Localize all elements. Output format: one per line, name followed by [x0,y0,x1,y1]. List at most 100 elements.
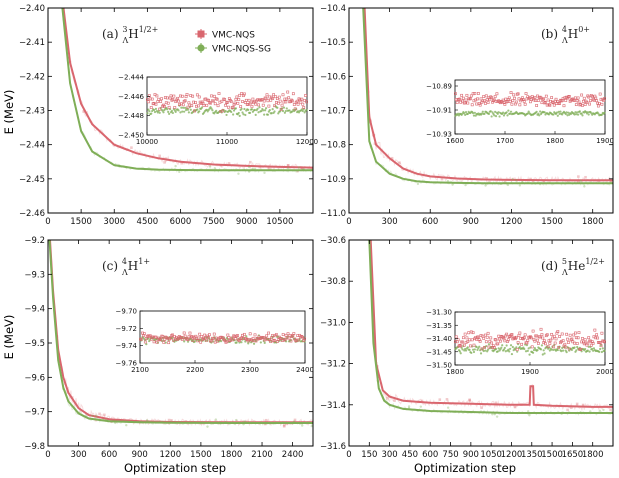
inset-marker-sg [482,349,485,353]
series-marker [114,163,117,166]
inset-marker-sg [505,344,508,347]
series-marker [518,184,522,187]
inset-marker-sg [518,345,521,349]
series-marker [542,179,546,183]
inset-marker-sg [473,348,476,351]
inset-marker-nqs [197,336,201,340]
inset-marker-sg [509,344,513,347]
inset-marker-nqs [281,333,285,336]
inset-marker-nqs [142,332,146,336]
y-tick-label: −2.46 [19,209,45,219]
inset-marker-nqs [256,98,259,102]
inset-frame [146,76,308,136]
series-marker [158,154,161,158]
x-tick-label: 7500 [203,217,225,227]
inset-marker-nqs [499,339,502,343]
inset-marker-nqs [558,335,561,338]
panel-label: (a) 3 ΛH1/2+ [102,25,158,45]
inset-marker-nqs [461,96,465,100]
inset-marker-nqs [493,95,497,98]
inset-marker-nqs [280,103,284,107]
inset-marker-nqs [164,101,168,105]
inset-marker-sg [167,110,170,113]
inset-marker-sg [541,353,544,356]
inset-marker-nqs [599,344,603,348]
inset-marker-sg [148,110,151,113]
inset-marker-sg [264,109,267,112]
inset-marker-nqs [589,343,593,347]
inset-marker-nqs [235,95,239,99]
inset-marker-nqs [563,96,567,100]
series-marker [526,410,530,413]
legend-label: VMC-NQS-SG [212,45,271,55]
inset-marker-nqs [574,96,577,100]
inset-marker-nqs [598,341,602,344]
inset-marker-sg [285,107,288,110]
inset-marker-sg [270,112,273,115]
inset-marker-nqs [461,99,464,103]
inset-marker-nqs [260,98,264,101]
inset-marker-nqs [226,100,229,104]
inset-marker-sg [211,109,214,112]
series-marker [495,415,499,418]
inset-marker-sg [263,341,266,344]
inset-marker-nqs [303,98,307,102]
x-tick-label: 6000 [170,217,192,227]
inset-marker-nqs [236,101,240,105]
series-marker [579,179,582,182]
legend-label: VMC-NQS [212,31,255,41]
series-marker [242,423,245,426]
series-marker [445,398,449,401]
inset-marker-sg [154,107,158,110]
inset-marker-nqs [167,105,171,109]
series-marker [138,421,141,424]
inset-marker-sg [507,109,510,112]
inset-marker-sg [524,350,528,353]
inset-marker-sg [526,349,529,352]
inset-marker-nqs [518,331,522,335]
inset-marker-nqs [596,104,600,108]
x-tick-label: 600 [101,450,117,460]
inset-marker-nqs [261,103,265,107]
inset-marker-nqs [536,338,539,342]
inset-marker-nqs [470,103,474,107]
inset-marker-nqs [254,339,258,343]
panel-d: 0 150 300 450 600 750 900 105012001350150016501… [320,236,614,460]
inset-marker-sg [599,343,603,347]
inset-marker-nqs [250,104,254,108]
inset-marker-nqs [585,100,589,104]
inset-marker-sg [533,346,536,350]
inset-marker-sg [552,348,555,352]
inset-marker-nqs [210,94,213,98]
series-marker [384,169,388,173]
y-tick-label: −30.8 [320,277,346,287]
inset-marker-nqs [548,342,552,345]
inset-marker-nqs [538,335,542,339]
inset-y-tick-label: −31.35 [426,322,452,330]
inset-marker-nqs [161,335,165,338]
inset-marker-nqs [552,103,556,107]
x-tick-label: 600 [422,217,438,227]
inset-marker-nqs [246,103,250,106]
inset-marker-nqs [530,345,534,349]
series-marker [538,182,542,186]
inset-marker-nqs [231,338,235,342]
series-marker [103,413,106,417]
inset-marker-sg [505,111,508,114]
inset-marker-nqs [574,103,578,107]
inset-marker-sg [473,111,476,114]
series-marker [258,165,262,169]
inset-y-tick-label: −9.76 [116,360,138,368]
series-marker [598,409,602,412]
inset-marker-sg [600,113,604,116]
inset-marker-sg [478,345,481,348]
inset-marker-sg [503,346,506,350]
inset-marker-nqs [289,339,293,343]
inset-marker-sg [458,350,461,353]
inset-marker-nqs [262,99,266,103]
inset-marker-sg [573,346,576,349]
inset-x-tick-label: 2300 [241,366,259,374]
inset-marker-nqs [267,331,271,335]
series-marker [237,172,240,175]
inset-marker-nqs [238,93,242,97]
